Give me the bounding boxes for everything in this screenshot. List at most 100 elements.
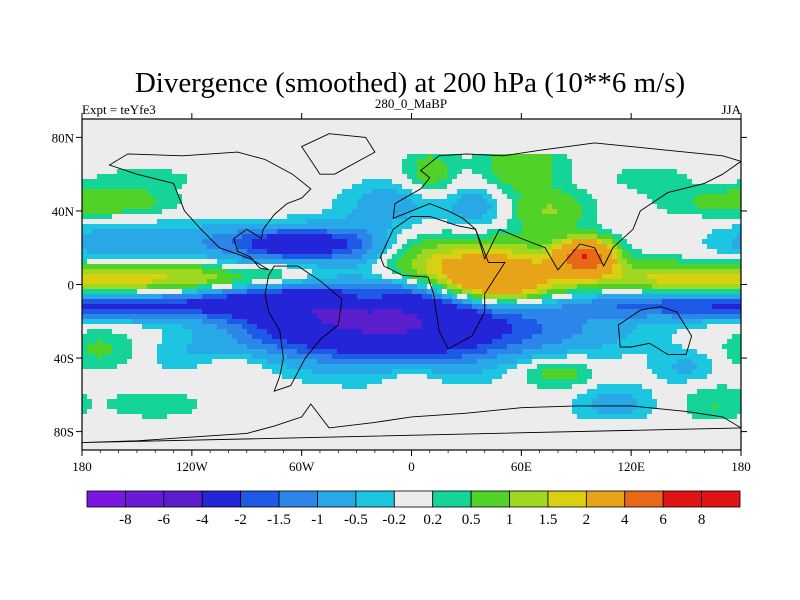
field-cell — [272, 159, 278, 165]
field-cell — [512, 169, 518, 175]
field-cell — [422, 139, 428, 145]
field-cell — [482, 169, 488, 175]
field-cell — [687, 284, 693, 290]
field-cell — [522, 284, 528, 290]
field-cell — [682, 179, 688, 185]
field-cell — [457, 164, 463, 170]
field-cell — [372, 189, 378, 195]
field-cell — [97, 144, 103, 150]
field-cell — [262, 134, 268, 140]
field-cell — [242, 164, 248, 170]
field-cell — [322, 139, 328, 145]
field-cell — [362, 294, 368, 300]
field-cell — [137, 154, 143, 160]
field-cell — [582, 254, 588, 260]
field-cell — [612, 204, 618, 210]
field-cell — [582, 299, 588, 305]
field-cell — [167, 304, 173, 310]
field-cell — [552, 194, 558, 200]
field-cell — [82, 144, 88, 150]
field-cell — [257, 159, 263, 165]
field-cell — [652, 259, 658, 265]
field-cell — [107, 219, 113, 225]
field-cell — [217, 144, 223, 150]
field-cell — [452, 244, 458, 250]
subtitle-right: JJA — [721, 102, 741, 117]
field-cell — [722, 159, 728, 165]
field-cell — [572, 219, 578, 225]
field-cell — [622, 284, 628, 290]
field-cell — [642, 264, 648, 270]
field-cell — [142, 284, 148, 290]
field-cell — [177, 289, 183, 295]
field-cell — [677, 189, 683, 195]
field-cell — [112, 179, 118, 185]
field-cell — [502, 144, 508, 150]
field-cell — [277, 174, 283, 180]
field-cell — [252, 234, 258, 240]
field-cell — [517, 284, 523, 290]
field-cell — [567, 294, 573, 300]
field-cell — [572, 179, 578, 185]
field-cell — [637, 149, 643, 155]
field-cell — [422, 199, 428, 205]
field-cell — [737, 239, 741, 245]
field-cell — [567, 179, 573, 185]
field-cell — [307, 159, 313, 165]
field-cell — [457, 299, 463, 305]
field-cell — [352, 289, 358, 295]
field-cell — [477, 304, 483, 310]
field-cell — [242, 194, 248, 200]
field-cell — [457, 224, 463, 230]
field-cell — [492, 204, 498, 210]
field-cell — [427, 189, 433, 195]
field-cell — [602, 189, 608, 195]
field-cell — [497, 139, 503, 145]
field-cell — [527, 234, 533, 240]
field-cell — [152, 224, 158, 230]
field-cell — [182, 229, 188, 235]
field-cell — [222, 239, 228, 245]
field-cell — [337, 124, 343, 130]
field-cell — [527, 224, 533, 230]
field-cell — [152, 234, 158, 240]
field-cell — [332, 269, 338, 275]
field-cell — [187, 284, 193, 290]
field-cell — [242, 129, 248, 135]
field-cell — [447, 279, 453, 285]
field-cell — [487, 154, 493, 160]
field-cell — [642, 234, 648, 240]
field-cell — [642, 144, 648, 150]
field-cell — [542, 129, 548, 135]
field-cell — [507, 184, 513, 190]
field-cell — [187, 204, 193, 210]
field-cell — [617, 209, 623, 215]
field-cell — [587, 259, 593, 265]
field-cell — [452, 294, 458, 300]
field-cell — [337, 259, 343, 265]
field-cell — [512, 139, 518, 145]
field-cell — [177, 279, 183, 285]
field-cell — [647, 164, 653, 170]
field-cell — [162, 169, 168, 175]
field-cell — [497, 234, 503, 240]
field-cell — [167, 259, 173, 265]
field-cell — [132, 129, 138, 135]
field-cell — [627, 214, 633, 220]
field-cell — [327, 264, 333, 270]
field-cell — [312, 244, 318, 250]
field-cell — [507, 199, 513, 205]
field-cell — [227, 184, 233, 190]
field-cell — [737, 184, 741, 190]
field-cell — [552, 299, 558, 305]
field-cell — [657, 249, 663, 255]
field-cell — [377, 139, 383, 145]
field-cell — [227, 304, 233, 310]
field-cell — [172, 204, 178, 210]
field-cell — [577, 304, 583, 310]
field-cell — [527, 179, 533, 185]
field-cell — [307, 304, 313, 310]
field-cell — [142, 174, 148, 180]
field-cell — [257, 164, 263, 170]
field-cell — [517, 279, 523, 285]
